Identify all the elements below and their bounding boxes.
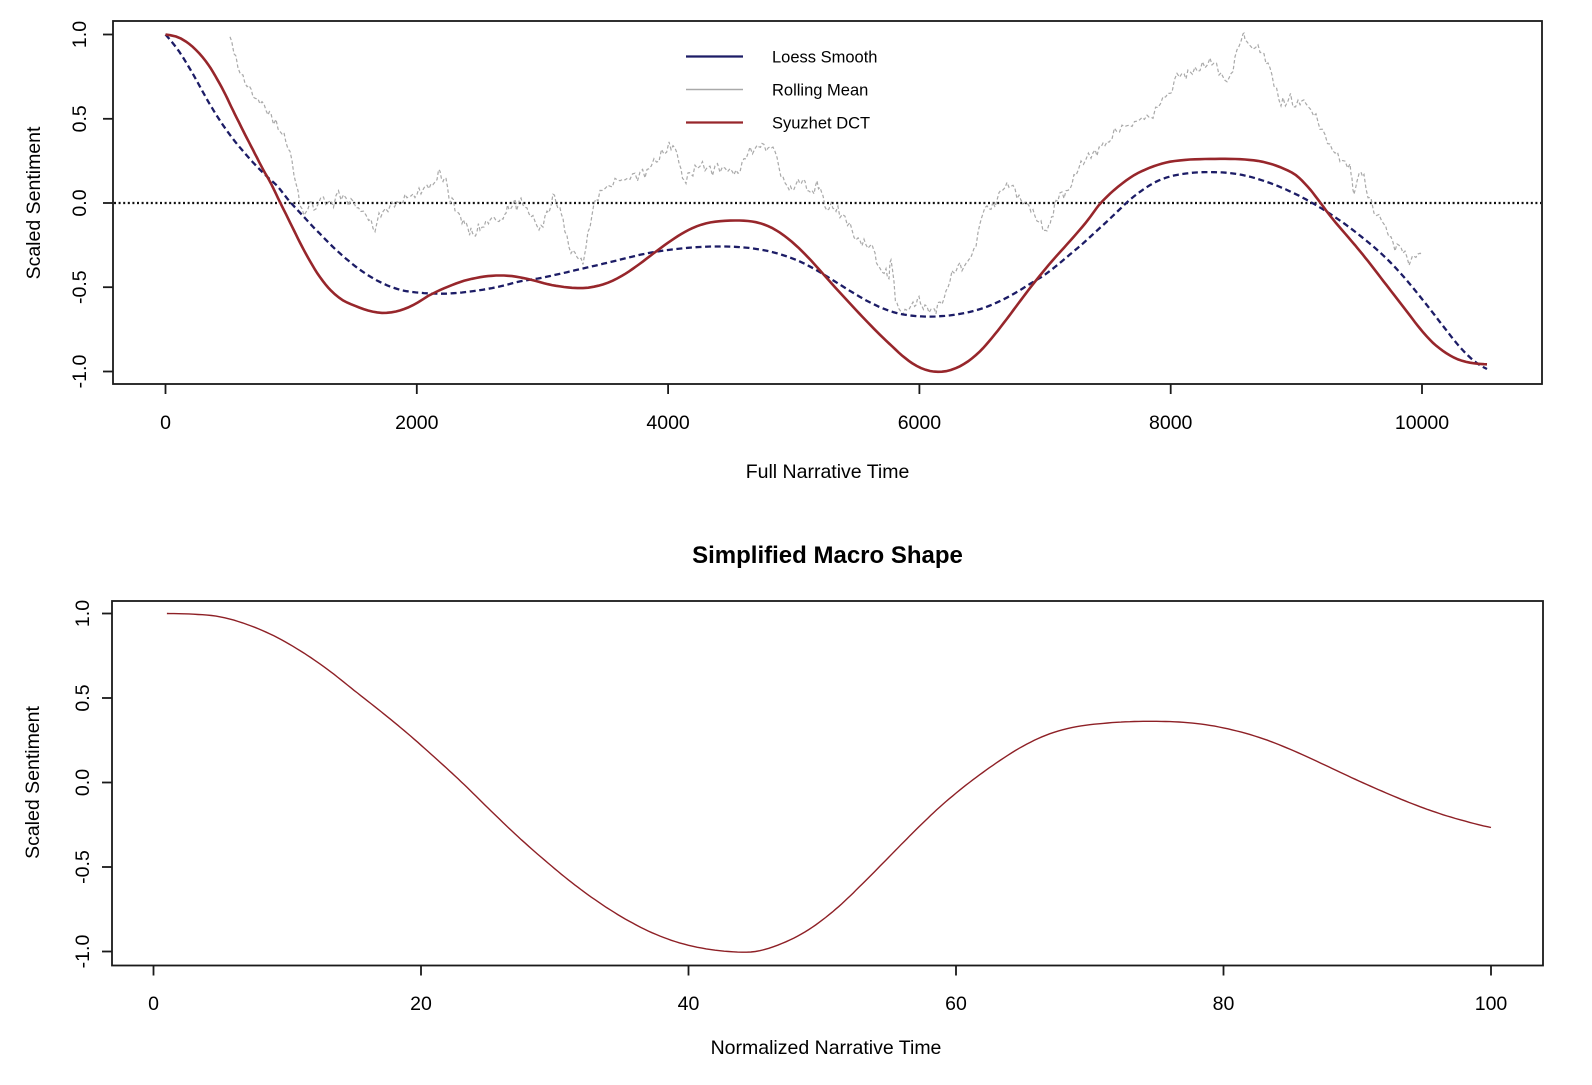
svg-text:100: 100: [1475, 993, 1508, 1015]
svg-text:Rolling Mean: Rolling Mean: [772, 82, 868, 100]
svg-text:-0.5: -0.5: [69, 270, 91, 304]
svg-text:6000: 6000: [898, 412, 942, 434]
svg-text:Loess Smooth: Loess Smooth: [772, 49, 877, 67]
svg-text:4000: 4000: [646, 412, 690, 434]
svg-text:60: 60: [945, 993, 967, 1015]
svg-text:Full Narrative Time: Full Narrative Time: [746, 461, 910, 483]
svg-text:40: 40: [678, 993, 700, 1015]
svg-text:2000: 2000: [395, 412, 439, 434]
svg-text:Scaled Sentiment: Scaled Sentiment: [22, 706, 44, 859]
svg-text:0.5: 0.5: [69, 105, 91, 132]
svg-text:Simplified Macro Shape: Simplified Macro Shape: [692, 542, 963, 569]
svg-text:Syuzhet DCT: Syuzhet DCT: [772, 115, 870, 133]
svg-text:1.0: 1.0: [72, 600, 94, 627]
svg-text:8000: 8000: [1149, 412, 1193, 434]
svg-text:-1.0: -1.0: [69, 355, 91, 389]
svg-text:20: 20: [410, 993, 432, 1015]
svg-text:0.0: 0.0: [72, 769, 94, 796]
svg-text:-0.5: -0.5: [72, 850, 94, 884]
svg-text:0.0: 0.0: [69, 189, 91, 216]
svg-text:0.5: 0.5: [72, 684, 94, 711]
svg-text:Normalized Narrative Time: Normalized Narrative Time: [711, 1037, 942, 1059]
svg-text:-1.0: -1.0: [72, 935, 94, 969]
svg-text:1.0: 1.0: [69, 21, 91, 48]
svg-text:Scaled Sentiment: Scaled Sentiment: [23, 126, 45, 279]
svg-text:0: 0: [148, 993, 159, 1015]
svg-text:10000: 10000: [1395, 412, 1449, 434]
svg-text:80: 80: [1213, 993, 1235, 1015]
svg-text:0: 0: [160, 412, 171, 434]
